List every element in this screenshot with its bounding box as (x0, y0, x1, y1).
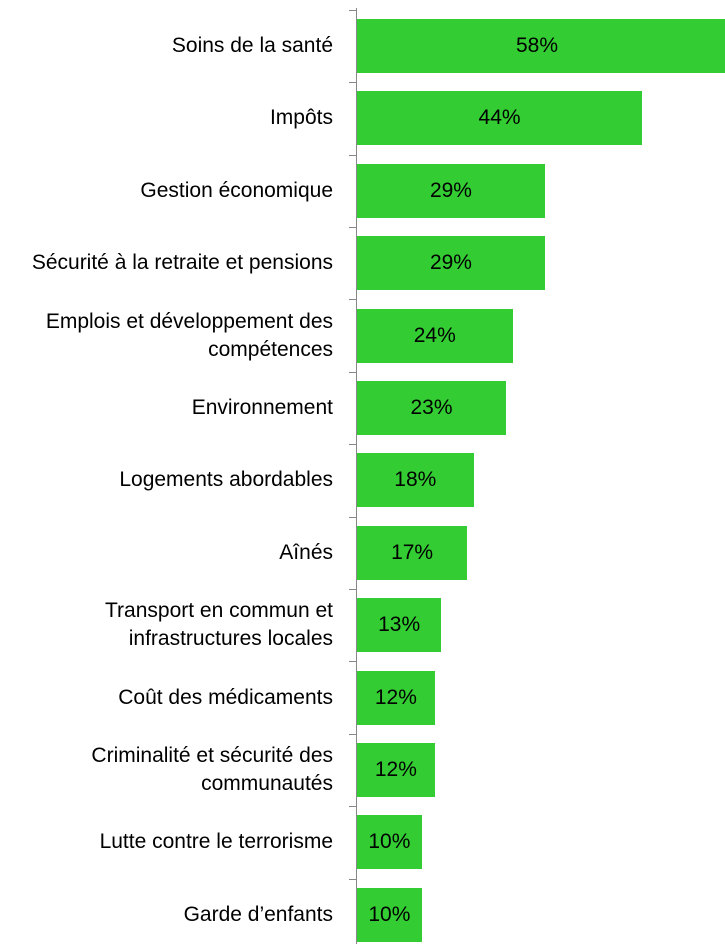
category-label: Sécurité à la retraite et pensions (31, 251, 333, 275)
category-label: Coût des médicaments (118, 685, 333, 709)
axis-tick (349, 516, 356, 518)
bar (357, 163, 545, 218)
bar (357, 381, 507, 435)
axis-tick (349, 299, 356, 301)
value-label: 58% (515, 34, 559, 57)
axis-tick (349, 154, 356, 156)
category-label: Aînés (279, 540, 333, 564)
axis-tick (349, 82, 356, 84)
axis-tick (349, 444, 356, 446)
value-label: 10% (368, 830, 411, 854)
value-label: 29% (429, 178, 472, 202)
category-label: Transport en commun et infrastructures l… (105, 599, 333, 651)
bar (357, 308, 513, 363)
axis-tick (349, 371, 356, 373)
bar (357, 598, 442, 653)
category-label: Garde d’enfants (183, 902, 333, 926)
value-label: 29% (429, 251, 472, 275)
value-label: 23% (410, 396, 453, 419)
bar (357, 453, 474, 508)
axis-tick (349, 806, 356, 808)
axis-tick (349, 661, 356, 663)
bar (357, 815, 422, 870)
bar (357, 525, 468, 580)
category-label: Criminalité et sécurité des communautés (91, 744, 333, 795)
category-label: Gestion économique (140, 178, 333, 202)
bar (357, 19, 725, 73)
category-label: Logements abordables (119, 468, 333, 492)
category-label: Emplois et développement des compétences (45, 309, 333, 361)
axis-tick (349, 878, 356, 880)
category-label: Impôts (269, 106, 333, 130)
value-label: 13% (378, 613, 421, 637)
axis-tick (349, 9, 356, 11)
axis-tick (349, 733, 356, 735)
axis-tick (349, 589, 356, 590)
bar (357, 887, 422, 942)
bar (357, 91, 643, 146)
category-label: Soins de la santé (171, 34, 333, 57)
value-label: 24% (413, 323, 456, 347)
value-label: 12% (374, 685, 417, 709)
axis-tick (349, 227, 356, 228)
value-label: 18% (394, 468, 437, 492)
value-label: 17% (391, 540, 434, 564)
value-label: 44% (478, 106, 521, 130)
bar (357, 743, 435, 797)
bar (357, 236, 545, 291)
bar (357, 670, 435, 725)
category-axis (356, 8, 357, 944)
value-label: 12% (374, 758, 417, 781)
category-label: Environnement (191, 396, 333, 419)
category-label: Lutte contre le terrorisme (99, 830, 333, 854)
value-label: 10% (368, 902, 411, 926)
